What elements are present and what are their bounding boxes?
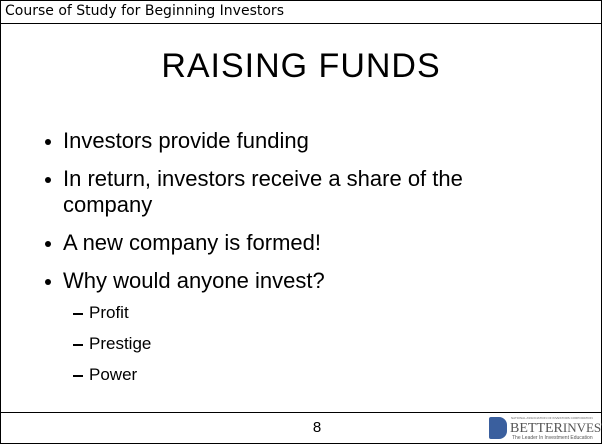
bullet: A new company is formed! <box>45 230 473 256</box>
logo-tagline: The Leader In Investment Education <box>512 435 593 441</box>
bullet: In return, investors receive a share of … <box>45 166 473 218</box>
bullet-dot <box>45 241 51 247</box>
bullet-text: In return, investors receive a share of … <box>63 166 463 217</box>
sub-bullet: Prestige <box>73 334 152 354</box>
bullet-text: Investors provide funding <box>63 128 309 153</box>
logo-icon <box>489 417 507 439</box>
logo-investing: INVESTING <box>562 420 602 435</box>
sub-bullet-text: Prestige <box>89 334 152 353</box>
slide-title: RAISING FUNDS <box>161 47 441 85</box>
sub-bullet-text: Profit <box>89 303 129 322</box>
bullet: Why would anyone invest? <box>45 268 473 294</box>
header-title: Course of Study for Beginning Investors <box>5 3 284 19</box>
sub-bullet-text: Power <box>89 365 138 384</box>
logo-org: NATIONAL ASSOCIATION OF INVESTORS CORPOR… <box>511 416 593 420</box>
bullet-dash <box>73 344 83 346</box>
bullet-dash <box>73 375 83 377</box>
logo-better: BETTER <box>510 421 563 436</box>
sub-bullet: Power <box>73 365 138 385</box>
footer: 8 NATIONAL ASSOCIATION OF INVESTORS CORP… <box>1 412 602 444</box>
bullet-text: Why would anyone invest? <box>63 268 325 293</box>
bullet-text: A new company is formed! <box>63 230 322 255</box>
bullet-dot <box>45 177 51 183</box>
header: Course of Study for Beginning Investors <box>1 1 601 24</box>
bullet-dot <box>45 139 51 145</box>
bullet-dash <box>73 313 83 315</box>
logo-brand: BETTERINVESTING <box>510 420 602 437</box>
bullet: Investors provide funding <box>45 128 473 154</box>
page-number: 8 <box>312 419 322 436</box>
sub-bullet: Profit <box>73 303 129 323</box>
bullet-dot <box>45 279 51 285</box>
